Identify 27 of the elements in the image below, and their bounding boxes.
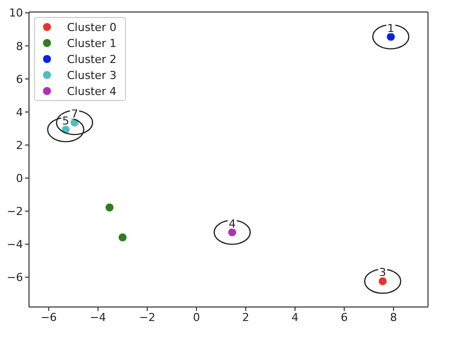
x-tick-label: −2	[139, 310, 156, 324]
x-tick-label: −4	[90, 310, 106, 324]
legend-label: Cluster 3	[67, 68, 117, 82]
legend-label: Cluster 0	[67, 20, 117, 34]
y-tick-label: 6	[16, 72, 23, 86]
x-tick-label: 8	[390, 310, 398, 324]
y-tick-label: 4	[16, 106, 23, 119]
annotation: 5	[62, 114, 70, 128]
annotation: 3	[379, 266, 386, 280]
y-tick-label: −6	[6, 271, 23, 284]
y-tick-label: 10	[9, 6, 23, 20]
annotation: 7	[71, 108, 78, 121]
legend-label: Cluster 2	[67, 52, 117, 66]
annotation: 4	[228, 217, 236, 230]
x-tick-label: 2	[242, 310, 250, 324]
x-tick-label: 4	[292, 310, 298, 324]
x-tick-label: −6	[40, 310, 57, 324]
y-tick-label: −2	[6, 205, 23, 218]
y-tick-label: 0	[16, 172, 23, 185]
y-tick-label: 8	[16, 40, 23, 53]
legend-label: Cluster 1	[67, 36, 117, 50]
y-tick-label: 2	[16, 138, 23, 152]
legend-label: Cluster 4	[67, 84, 117, 98]
y-tick-label: −4	[6, 238, 23, 252]
x-tick-label: 0	[192, 310, 200, 324]
annotation: 1	[387, 22, 394, 35]
x-tick-label: 6	[340, 310, 348, 324]
